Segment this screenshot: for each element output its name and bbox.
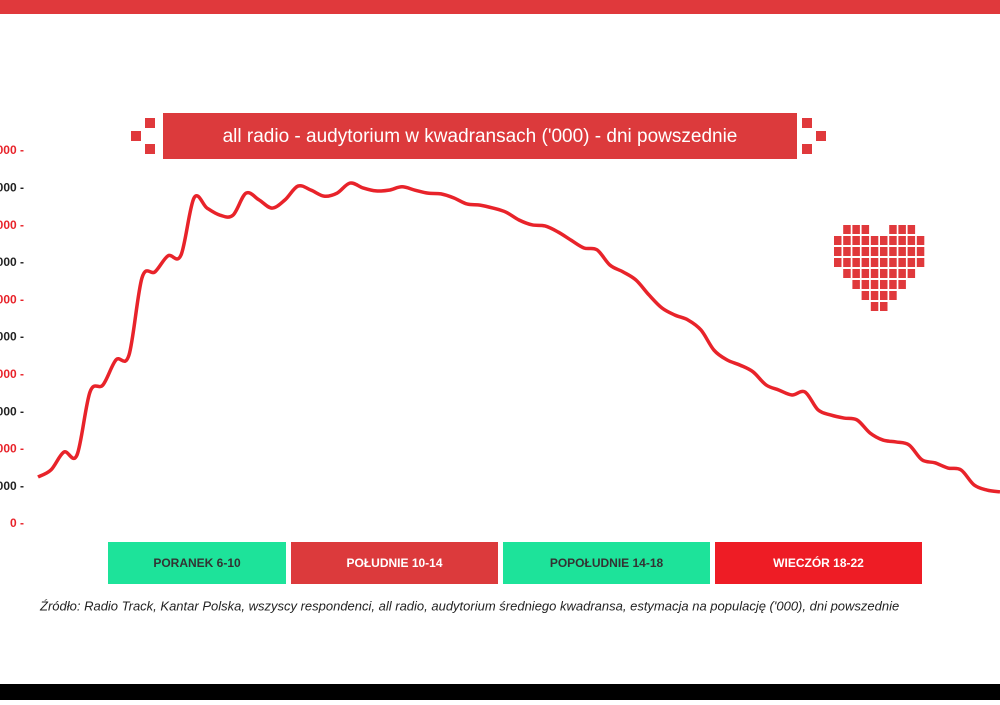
title-box: [163, 113, 797, 159]
period-label: POŁUDNIE 10-14: [346, 556, 442, 570]
chart-title: all radio - audytorium w kwadransach ('0…: [223, 126, 738, 147]
heart-pixel: [898, 225, 906, 234]
heart-pixel: [861, 225, 870, 234]
heart-pixel: [870, 280, 879, 289]
heart-pixel: [880, 269, 888, 278]
heart-pixel: [880, 280, 888, 289]
heart-pixel: [861, 247, 870, 256]
heart-pixel: [870, 302, 879, 311]
heart-pixel: [898, 236, 906, 245]
heart-pixel: [834, 236, 842, 245]
y-tick-label: 10 000 -: [0, 143, 24, 157]
source-note: Źródło: Radio Track, Kantar Polska, wszy…: [39, 598, 899, 613]
heart-pixel: [852, 280, 860, 289]
heart-pixel: [852, 225, 860, 234]
heart-pixel: [907, 247, 916, 256]
heart-pixel: [852, 247, 860, 256]
heart-pixel: [907, 236, 916, 245]
period-box: [503, 542, 710, 584]
period-label: WIECZÓR 18-22: [773, 555, 864, 570]
heart-pixel: [907, 225, 916, 234]
period-box: [715, 542, 922, 584]
heart-pixel: [861, 236, 870, 245]
heart-pixel: [861, 291, 870, 300]
heart-pixel: [898, 258, 906, 267]
y-tick-label: 6 000 -: [0, 292, 24, 306]
heart-pixel: [852, 236, 860, 245]
heart-pixel: [889, 280, 897, 289]
heart-pixel: [880, 247, 888, 256]
period-label: POPOŁUDNIE 14-18: [550, 556, 664, 570]
heart-pixel: [916, 258, 925, 267]
y-tick-label: 1 000 -: [0, 479, 24, 493]
y-tick-label: 0 -: [10, 516, 24, 530]
heart-pixel: [861, 269, 870, 278]
heart-icon: [834, 225, 925, 311]
heart-pixel: [870, 258, 879, 267]
heart-pixel: [870, 291, 879, 300]
heart-pixel: [880, 236, 888, 245]
deco-left: [131, 118, 155, 154]
heart-pixel: [843, 258, 851, 267]
y-tick-label: 4 000 -: [0, 367, 24, 381]
y-tick-label: 3 000 -: [0, 404, 24, 418]
heart-pixel: [852, 269, 860, 278]
heart-pixel: [880, 258, 888, 267]
heart-pixel: [898, 247, 906, 256]
bottom-bar: [0, 684, 1000, 700]
heart-pixel: [889, 247, 897, 256]
heart-pixel: [834, 258, 842, 267]
heart-pixel: [880, 302, 888, 311]
y-tick-label: 8 000 -: [0, 218, 24, 232]
heart-pixel: [843, 247, 851, 256]
y-tick-label: 7 000 -: [0, 255, 24, 269]
heart-pixel: [889, 269, 897, 278]
heart-pixel: [880, 291, 888, 300]
y-tick-label: 2 000 -: [0, 442, 24, 456]
heart-pixel: [870, 236, 879, 245]
heart-pixel: [916, 236, 925, 245]
line: [37, 181, 1000, 494]
y-tick-label: 9 000 -: [0, 180, 24, 194]
heart-pixel: [916, 247, 925, 256]
heart-pixel: [898, 269, 906, 278]
heart-pixel: [889, 258, 897, 267]
heart-pixel: [907, 258, 916, 267]
heart-pixel: [843, 236, 851, 245]
heart-pixel: [889, 225, 897, 234]
top-bar: [0, 0, 1000, 14]
heart-pixel: [907, 269, 916, 278]
heart-pixel: [852, 258, 860, 267]
heart-pixel: [889, 291, 897, 300]
heart-pixel: [870, 269, 879, 278]
period-box: [291, 542, 498, 584]
deco-right: [802, 118, 826, 154]
heart-pixel: [843, 269, 851, 278]
period-label: PORANEK 6-10: [153, 556, 241, 570]
period-box: [108, 542, 286, 584]
heart-pixel: [889, 236, 897, 245]
heart-pixel: [898, 280, 906, 289]
y-tick-label: 5 000 -: [0, 330, 24, 344]
heart-pixel: [861, 258, 870, 267]
heart-pixel: [843, 225, 851, 234]
heart-pixel: [870, 247, 879, 256]
heart-pixel: [861, 280, 870, 289]
heart-pixel: [834, 247, 842, 256]
